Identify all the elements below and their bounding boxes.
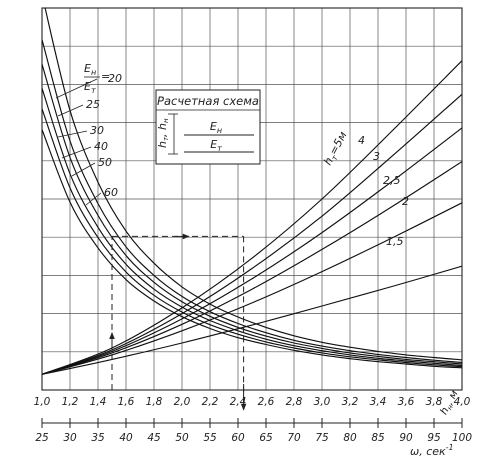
x-tick-top-3-2: 3,2	[342, 396, 359, 408]
series-label-ht-hт5м: hт=5м	[321, 129, 351, 168]
series-line-ratio-30	[42, 64, 462, 365]
leader-ratio-50	[71, 162, 96, 177]
leader-ratio-60	[85, 192, 102, 206]
param-label-equals: =	[101, 70, 110, 83]
x-tick-top-1-4: 1,4	[90, 396, 107, 408]
x-tick-top-2-2: 2,2	[202, 396, 219, 408]
curves	[42, 8, 462, 375]
series-label-ht-15: 1,5	[386, 235, 404, 248]
param-label-ratio: Eн Eт =	[84, 62, 110, 95]
x-tick-bottom-45: 45	[147, 432, 161, 444]
series-line-ht-15	[42, 265, 462, 375]
leader-ratio-25	[57, 104, 84, 117]
series-line-ratio-20	[44, 8, 462, 361]
series-line-ht-3	[42, 127, 462, 375]
series-label-ratio-60: 60	[104, 186, 118, 199]
x-tick-bottom-30: 30	[63, 432, 77, 444]
x-tick-bottom-100: 100	[452, 432, 472, 444]
x-tick-bottom-65: 65	[259, 432, 273, 444]
x-tick-top-3-0: 3,0	[314, 396, 331, 408]
x-tick-bottom-90: 90	[399, 432, 413, 444]
x-tick-bottom-85: 85	[371, 432, 385, 444]
x-tick-top-1-2: 1,2	[62, 396, 79, 408]
x-tick-top-1-6: 1,6	[118, 396, 135, 408]
param-label-denominator: Eт	[84, 80, 96, 95]
x-tick-bottom-60: 60	[231, 432, 245, 444]
x-axis-label-bottom: ω, сек-1	[410, 443, 454, 458]
series-label-ht-25: 2,5	[383, 174, 401, 187]
series-label-ht-4: 4	[358, 134, 365, 147]
x-tick-top-2-8: 2,8	[286, 396, 303, 408]
plot-frame	[41, 7, 463, 391]
x-tick-bottom-80: 80	[343, 432, 357, 444]
x-tick-top-3-8: 3,8	[426, 396, 443, 408]
x-tick-top-2-0: 2,0	[174, 396, 191, 408]
x-tick-top-2-6: 2,6	[258, 396, 275, 408]
leader-ratio-40	[61, 146, 92, 159]
grid	[41, 7, 463, 391]
x-tick-bottom-75: 75	[315, 432, 329, 444]
scheme-bottom-layer-label: Eт	[210, 138, 222, 153]
x-tick-top-3-6: 3,6	[398, 396, 415, 408]
series-label-ratio-20: 20	[108, 72, 122, 85]
series-line-ratio-60	[42, 129, 462, 369]
series-label-ht-3: 3	[373, 150, 380, 163]
x-tick-top-2-4: 2,4	[230, 396, 247, 408]
x-tick-top-4-0: 4,0	[454, 396, 471, 408]
x-tick-bottom-95: 95	[427, 432, 441, 444]
leader-ratio-30	[57, 130, 88, 138]
scheme-h-label: hт, hн	[156, 118, 170, 148]
x-tick-top-1-0: 1,0	[34, 396, 51, 408]
x-tick-top-1-8: 1,8	[146, 396, 163, 408]
series-label-ratio-40: 40	[94, 140, 108, 153]
param-label-numerator: Eн	[84, 62, 96, 77]
series-line-ht-25	[42, 161, 462, 375]
series-label-ht-2: 2	[402, 195, 409, 208]
leader-ratio-20	[55, 78, 98, 99]
x-tick-bottom-40: 40	[119, 432, 133, 444]
series-label-ratio-25: 25	[86, 98, 100, 111]
x-tick-bottom-70: 70	[287, 432, 301, 444]
scheme-box-title: Расчетная схема	[157, 94, 259, 108]
series-line-ratio-50	[42, 108, 462, 368]
series-line-ratio-25	[42, 39, 462, 364]
series-label-ratio-30: 30	[90, 124, 104, 137]
x-tick-top-3-4: 3,4	[370, 396, 387, 408]
x-tick-bottom-25: 25	[35, 432, 49, 444]
x-tick-bottom-50: 50	[175, 432, 189, 444]
x-tick-bottom-35: 35	[91, 432, 105, 444]
series-label-ratio-50: 50	[98, 156, 112, 169]
scheme-top-layer-label: Eн	[210, 120, 222, 135]
x-tick-bottom-55: 55	[203, 432, 217, 444]
series-line-ratio-40	[42, 88, 462, 367]
